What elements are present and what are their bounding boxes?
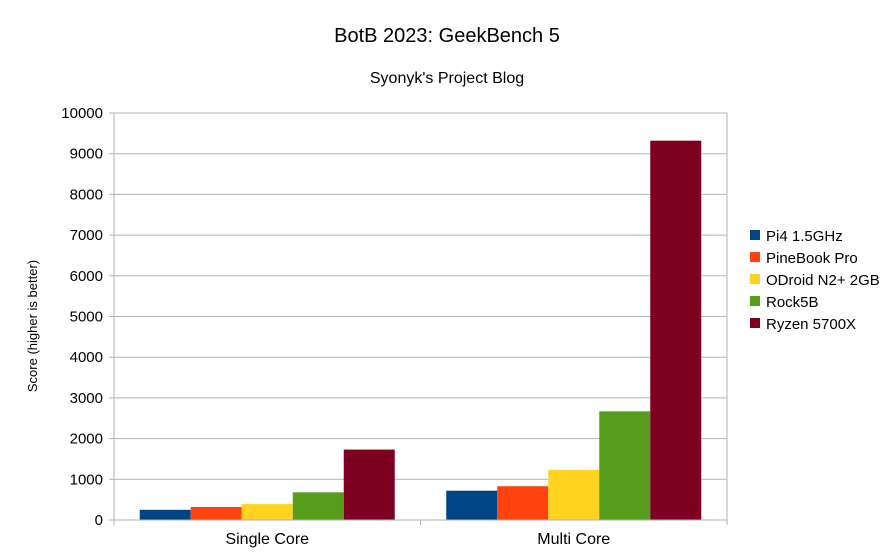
legend-swatch [750,230,760,240]
legend-swatch [750,252,760,262]
bars [139,140,702,520]
y-tick-label: 7000 [70,227,103,244]
chart-title: BotB 2023: GeekBench 5 [334,25,560,47]
x-tick-label: Single Core [225,531,309,548]
y-tick-label: 8000 [70,186,103,203]
y-tick-label: 0 [95,512,103,529]
bar [548,469,600,520]
bar [497,486,549,520]
legend-swatch [750,318,760,328]
bar [139,509,191,520]
x-tick-label: Multi Core [537,531,610,548]
legend-label: ODroid N2+ 2GB [766,272,880,289]
bar [650,140,702,520]
legend: Pi4 1.5GHz PineBook Pro ODroid N2+ 2GB Rock… [750,228,880,333]
y-tick-label: 5000 [70,309,103,326]
chart-subtitle: Syonyk's Project Blog [370,70,524,87]
legend-swatch [750,296,760,306]
bar [446,490,498,520]
y-tick-label: 1000 [70,471,103,488]
bar [292,492,344,520]
y-tick-label: 3000 [70,390,103,407]
legend-swatch [750,274,760,284]
y-tick-label: 4000 [70,349,103,366]
legend-label: Ryzen 5700X [766,316,856,333]
bar [599,411,651,520]
y-tick-label: 10000 [61,105,103,122]
y-axis-label: Score (higher is better) [25,260,40,392]
y-tick-label: 6000 [70,268,103,285]
bar [343,449,395,520]
bar [190,506,242,520]
y-tick-label: 9000 [70,146,103,163]
bar [241,504,293,520]
axes: 0 1000 2000 3000 4000 5000 6000 7000 8000 9000 100… [61,105,728,548]
legend-label: Pi4 1.5GHz [766,228,843,245]
legend-label: PineBook Pro [766,250,858,267]
y-tick-label: 2000 [70,431,103,448]
legend-label: Rock5B [766,294,819,311]
